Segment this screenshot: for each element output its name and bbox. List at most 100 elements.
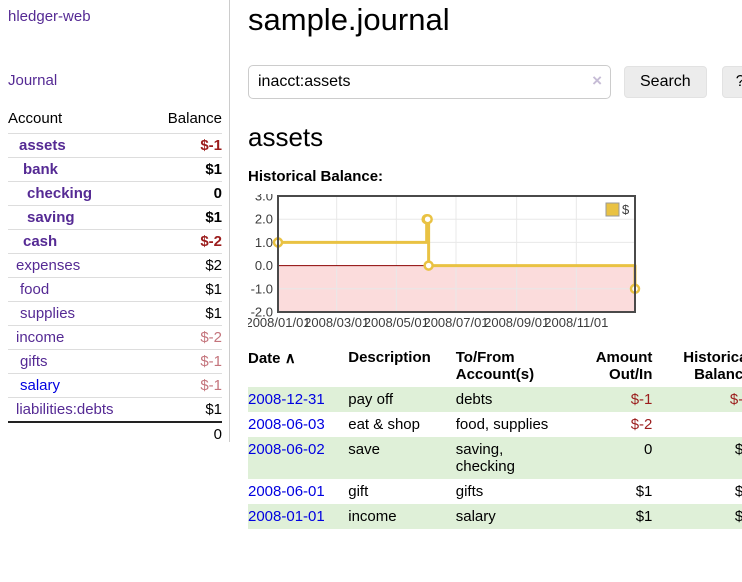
account-link[interactable]: expenses	[16, 257, 81, 274]
app-title-link[interactable]: hledger-web	[8, 8, 91, 25]
account-row: expenses $2	[8, 253, 222, 278]
account-balance: $-1	[149, 133, 222, 158]
account-link[interactable]: saving	[27, 209, 75, 226]
account-balance: $-1	[149, 349, 222, 374]
account-link[interactable]: salary	[20, 377, 61, 394]
transaction-description: pay off	[348, 391, 394, 408]
register-header-accounts: To/From Account(s)	[455, 349, 535, 383]
account-row: bank $1	[8, 157, 222, 182]
accounts-header-account: Account	[8, 110, 63, 127]
account-link[interactable]: gifts	[20, 353, 48, 370]
transaction-accounts: salary	[455, 508, 496, 525]
svg-text:2008/03/01: 2008/03/01	[304, 315, 369, 330]
account-balance: $-2	[149, 325, 222, 350]
transaction-date: 2008-06-03	[248, 412, 348, 437]
transaction-description: income	[348, 508, 397, 525]
transaction-description: eat & shop	[348, 416, 420, 433]
search-form: × Search ?	[248, 65, 742, 99]
main-content: sample.journal × Search ? assets Histori…	[230, 0, 742, 529]
account-balance: $1	[149, 205, 222, 230]
account-link[interactable]: assets	[19, 137, 66, 154]
account-link[interactable]: supplies	[20, 305, 76, 322]
transaction-date-link[interactable]: 2008-01-01	[248, 508, 325, 525]
accounts-header-balance: Balance	[167, 110, 222, 127]
nav-journal-link[interactable]: Journal	[8, 72, 58, 89]
svg-text:2008/11/01: 2008/11/01	[544, 315, 608, 330]
account-balance: $1	[149, 277, 222, 302]
svg-text:3.0: 3.0	[255, 194, 273, 204]
transaction-row: 2008-01-01 income salary $1 $1	[248, 504, 742, 529]
svg-text:$: $	[622, 202, 630, 217]
transaction-amount: $1	[635, 508, 653, 525]
page: hledger-web Journal Account Balance asse…	[0, 0, 742, 529]
svg-text:2008/07/01: 2008/07/01	[423, 315, 488, 330]
search-button[interactable]: Search	[624, 66, 707, 98]
svg-text:2008/09/01: 2008/09/01	[484, 315, 549, 330]
svg-text:2008/01/01: 2008/01/01	[248, 315, 311, 330]
register-header-description: Description	[348, 349, 431, 366]
transaction-amount: $-1	[630, 391, 653, 408]
account-row: assets $-1	[8, 133, 222, 158]
transaction-row: 2008-06-02 save saving, checking 0 $2	[248, 437, 742, 479]
account-heading: assets	[248, 122, 324, 152]
accounts-total-row: 0	[8, 421, 222, 446]
transaction-date-link[interactable]: 2008-06-01	[248, 483, 325, 500]
transaction-balance: $2	[734, 483, 742, 500]
account-link[interactable]: food	[20, 281, 50, 298]
chart-title: Historical Balance:	[248, 168, 384, 185]
svg-text:2.0: 2.0	[255, 212, 273, 227]
account-balance: 0	[149, 181, 222, 206]
transaction-accounts: food, supplies	[455, 416, 549, 433]
account-row: supplies $1	[8, 301, 222, 326]
transaction-date-link[interactable]: 2008-12-31	[248, 391, 325, 408]
account-link[interactable]: cash	[23, 233, 58, 250]
svg-text:2008/05/01: 2008/05/01	[364, 315, 429, 330]
register-header-balance: Historical Balance	[683, 349, 742, 383]
svg-text:-2.0: -2.0	[251, 305, 273, 320]
transaction-accounts: debts	[455, 391, 493, 408]
transaction-description: save	[348, 441, 380, 458]
account-row: income $-2	[8, 325, 222, 350]
account-row: salary $-1	[8, 373, 222, 398]
balance-line-chart: $3.0 2.0 1.0 0.0 -1.0 -2.02008/01/012008/03/0…	[245, 189, 641, 330]
account-row: liabilities:debts $1	[8, 397, 222, 422]
transaction-date-link[interactable]: 2008-06-03	[248, 416, 325, 433]
register-header-date[interactable]: Date ∧	[248, 350, 296, 367]
account-link[interactable]: liabilities:debts	[16, 401, 114, 418]
svg-text:-1.0: -1.0	[251, 281, 273, 296]
account-row: gifts $-1	[8, 349, 222, 374]
help-button[interactable]: ?	[721, 66, 742, 98]
transaction-description: gift	[348, 483, 369, 500]
account-balance: $1	[149, 301, 222, 326]
transaction-balance: $-1	[729, 391, 742, 408]
account-row: food $1	[8, 277, 222, 302]
accounts-total-value: 0	[149, 421, 222, 446]
svg-text:1.0: 1.0	[255, 235, 273, 250]
account-balance: $1	[149, 397, 222, 422]
transaction-date: 2008-12-31	[248, 387, 348, 412]
transaction-amount: 0	[644, 441, 653, 458]
transaction-row: 2008-06-01 gift gifts $1 $2	[248, 479, 742, 504]
account-link[interactable]: checking	[27, 185, 93, 202]
clear-search-icon[interactable]: ×	[592, 71, 602, 90]
transaction-amount: $-2	[630, 416, 653, 433]
account-balance: $1	[149, 157, 222, 182]
account-link[interactable]: bank	[23, 161, 59, 178]
accounts-table: Account Balance assets $-1 bank $1 checking 0…	[8, 106, 222, 446]
transaction-date-link[interactable]: 2008-06-02	[248, 441, 325, 458]
transaction-accounts: gifts	[455, 483, 484, 500]
transaction-amount: $1	[635, 483, 653, 500]
transaction-balance: 0	[660, 412, 742, 437]
account-balance: $2	[149, 253, 222, 278]
transaction-date: 2008-06-02	[248, 437, 348, 479]
historical-balance-chart: $3.0 2.0 1.0 0.0 -1.0 -2.0 2008/01/01 2008/03/0…	[245, 189, 742, 334]
register-table: Date ∧ Description To/From Account(s) Am…	[248, 346, 742, 529]
account-link[interactable]: income	[16, 329, 65, 346]
account-row: checking 0	[8, 181, 222, 206]
transaction-accounts: saving, checking	[455, 441, 515, 475]
search-input[interactable]	[248, 65, 611, 99]
transaction-date: 2008-01-01	[248, 504, 348, 529]
sidebar: hledger-web Journal Account Balance asse…	[0, 0, 230, 446]
sort-asc-icon: ∧	[284, 350, 296, 367]
transaction-date: 2008-06-01	[248, 479, 348, 504]
